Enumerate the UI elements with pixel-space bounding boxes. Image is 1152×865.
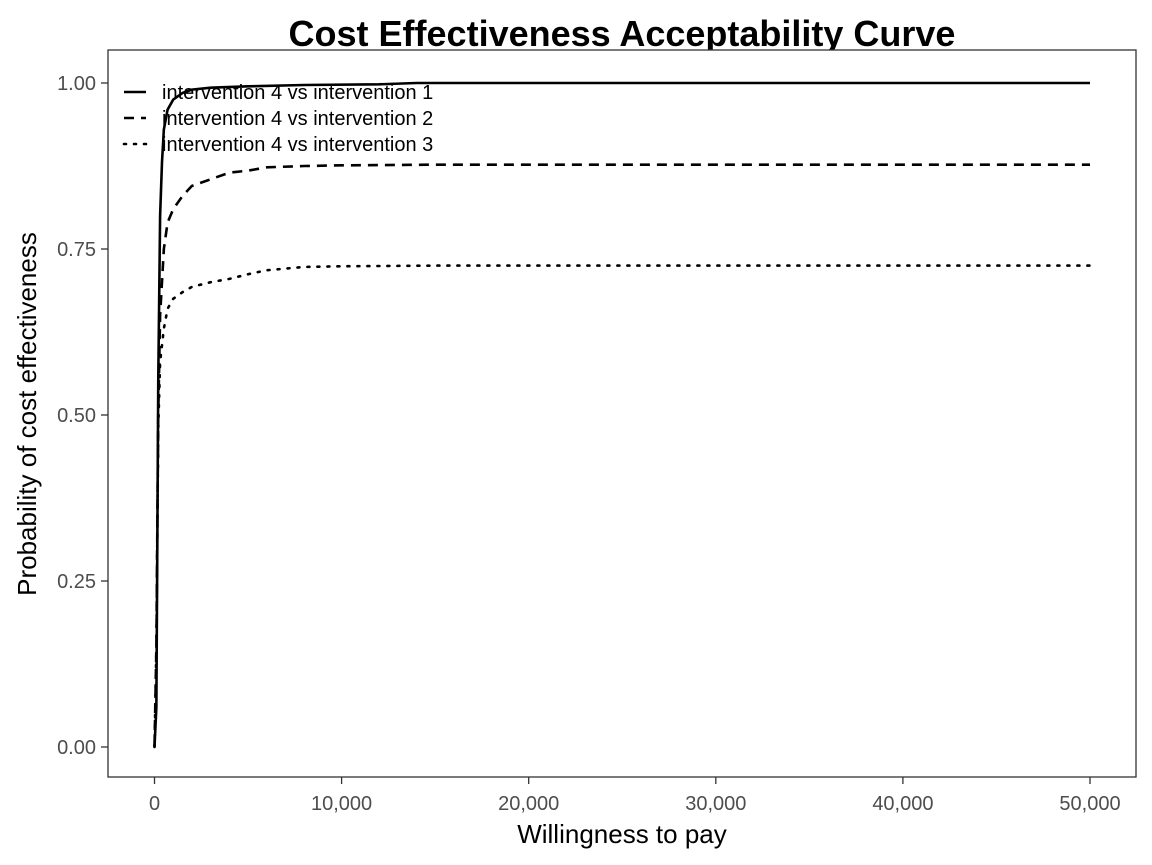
x-tick-label: 30,000: [685, 793, 746, 815]
x-axis: 0 10,000 20,000 30,000 40,000 50,000: [149, 777, 1121, 815]
plot-panel: [107, 49, 1137, 778]
x-tick-label: 20,000: [498, 793, 559, 815]
series-line-3: [153, 264, 1092, 749]
legend-label-1: intervention 4 vs intervention 1: [162, 82, 433, 104]
y-tick-label: 1.00: [57, 73, 96, 95]
x-tick-label: 40,000: [872, 793, 933, 815]
x-axis-title: Willingness to pay: [517, 819, 727, 849]
y-axis-title: Probability of cost effectiveness: [12, 232, 42, 596]
series-layer: [153, 81, 1092, 749]
y-tick-label: 0.25: [57, 571, 96, 593]
y-tick-label: 0.50: [57, 405, 96, 427]
y-tick-label: 0.00: [57, 737, 96, 759]
x-tick-label: 0: [149, 793, 160, 815]
x-tick-label: 10,000: [311, 793, 372, 815]
y-tick-label: 0.75: [57, 239, 96, 261]
legend-label-3: intervention 4 vs intervention 3: [162, 134, 433, 156]
y-axis: 0.00 0.25 0.50 0.75 1.00: [57, 73, 108, 759]
chart-title: Cost Effectiveness Acceptability Curve: [289, 13, 956, 54]
legend-label-2: intervention 4 vs intervention 2: [162, 108, 433, 130]
x-tick-label: 50,000: [1059, 793, 1120, 815]
series-line-2: [153, 163, 1090, 748]
legend: intervention 4 vs intervention 1 interven…: [122, 82, 433, 156]
series-line-1: [153, 81, 1090, 748]
